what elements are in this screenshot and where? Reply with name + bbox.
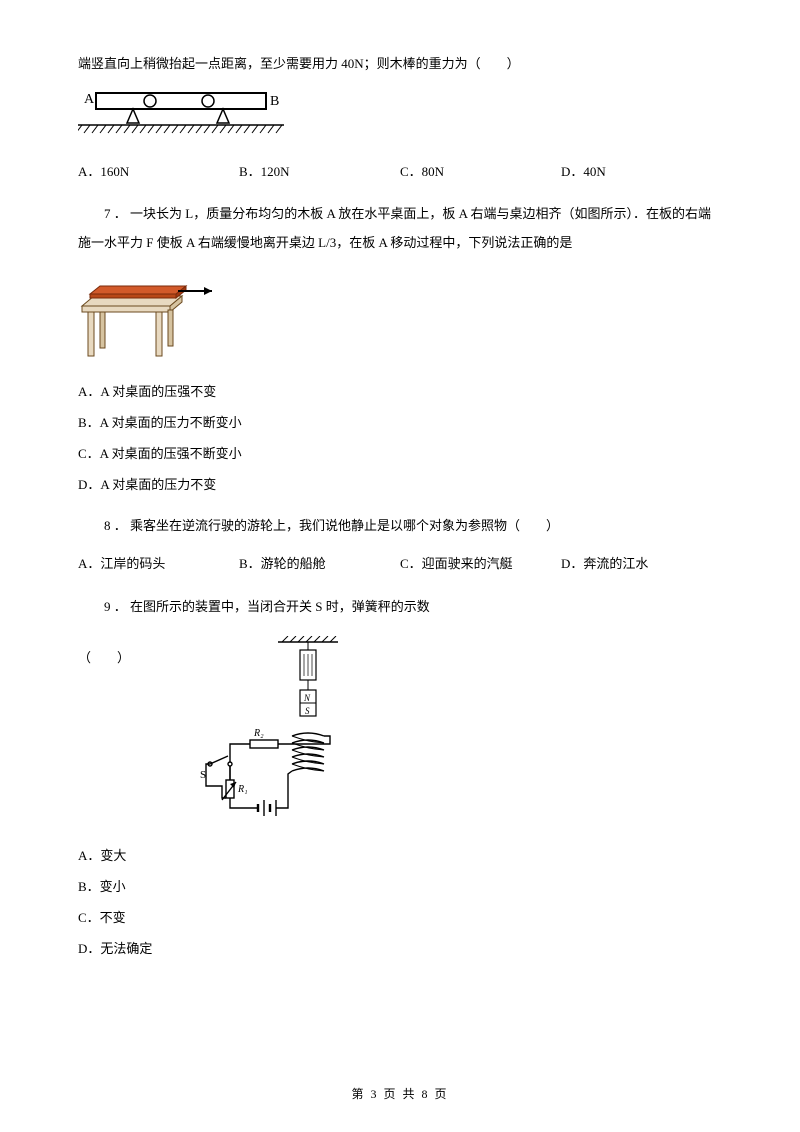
q9-option-a: A．变大	[78, 846, 722, 867]
q8-options: A．江岸的码头 B．游轮的船舱 C．迎面驶来的汽艇 D．奔流的江水	[78, 554, 722, 575]
q7-stem: 7 ． 一块长为 L，质量分布均匀的木板 A 放在水平桌面上，板 A 右端与桌边…	[78, 200, 722, 257]
q6-option-d: D．40N	[561, 162, 722, 183]
q6-options: A．160N B．120N C．80N D．40N	[78, 162, 722, 183]
label-r1: R₁	[237, 784, 248, 795]
q8-option-a: A．江岸的码头	[78, 554, 239, 575]
table-diagram	[78, 272, 218, 362]
page-footer: 第 3 页 共 8 页	[0, 1085, 800, 1104]
label-r2: R₂	[253, 728, 264, 739]
q8-stem: 8 ． 乘客坐在逆流行驶的游轮上，我们说他静止是以哪个对象为参照物（ ）	[78, 512, 722, 541]
label-n: N	[303, 693, 311, 703]
beam-diagram: A B	[78, 85, 288, 141]
q6-option-b: B．120N	[239, 162, 400, 183]
q9-option-d: D．无法确定	[78, 939, 722, 960]
q7-figure	[78, 272, 722, 369]
q8-option-c: C．迎面驶来的汽艇	[400, 554, 561, 575]
label-switch: S	[200, 769, 206, 781]
q7-option-a: A．A 对桌面的压强不变	[78, 382, 722, 403]
q9-figure: N S	[198, 636, 348, 833]
q6-tail: 端竖直向上稍微抬起一点距离，至少需要用力 40N；则木棒的重力为（ ）	[78, 54, 722, 75]
q7-option-c: C．A 对桌面的压强不断变小	[78, 444, 722, 465]
q8-option-b: B．游轮的船舱	[239, 554, 400, 575]
q9-paren: （ ）	[78, 636, 198, 669]
label-a: A	[84, 92, 95, 107]
q6-option-c: C．80N	[400, 162, 561, 183]
label-b: B	[270, 94, 279, 109]
q7-option-b: B．A 对桌面的压力不断变小	[78, 413, 722, 434]
circuit-diagram: N S	[198, 636, 348, 826]
q8-option-d: D．奔流的江水	[561, 554, 722, 575]
q7-option-d: D．A 对桌面的压力不变	[78, 475, 722, 496]
q6-option-a: A．160N	[78, 162, 239, 183]
q9-option-b: B．变小	[78, 877, 722, 898]
q9-figure-row: （ ） N S	[78, 636, 722, 833]
label-s: S	[305, 706, 310, 716]
q6-figure: A B	[78, 85, 722, 148]
q9-option-c: C．不变	[78, 908, 722, 929]
q9-stem: 9 ． 在图所示的装置中，当闭合开关 S 时，弹簧秤的示数	[78, 593, 722, 622]
